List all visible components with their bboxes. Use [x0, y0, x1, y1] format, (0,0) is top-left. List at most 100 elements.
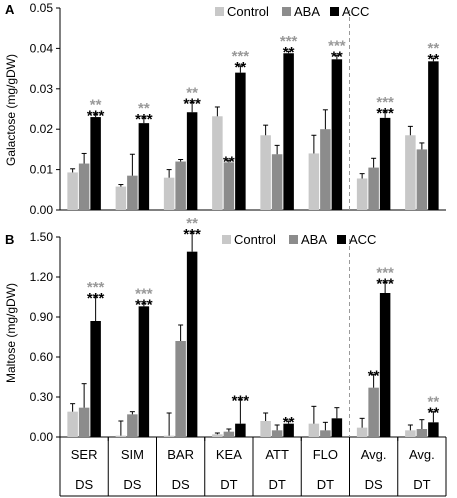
panel-b-significance-marker: ** [368, 367, 380, 384]
panel-b-bar-acc [379, 293, 391, 437]
panel-a-bar-aba [127, 175, 138, 210]
panel-a-significance-marker: *** [376, 105, 394, 122]
panel-b-y-tick-label: 0.00 [30, 430, 54, 444]
panel-b-significance-marker: *** [87, 290, 105, 307]
panel-b-bar-aba [78, 407, 90, 437]
panel-a: A Galactose (mg/gDW) Control ABA ACC 0.00 0… [4, 1, 446, 217]
panel-b-bar-acc [331, 418, 343, 437]
panel-b-y-tick-label: 0.60 [30, 350, 54, 364]
panel-a-significance-marker: *** [183, 96, 201, 113]
panel-b-bar-acc [428, 422, 439, 437]
x-group-label: DT [413, 477, 430, 492]
panel-b-significance-marker: *** [135, 286, 153, 303]
panel-b-bar-acc [186, 251, 198, 437]
panel-b-significance-marker: *** [232, 393, 250, 410]
panel-b-bar-control [260, 421, 271, 437]
panel-b-y-tick-label: 0.30 [30, 390, 54, 404]
panel-a-significance-marker: ** [428, 40, 440, 57]
panel-a-label: A [5, 2, 15, 17]
panel-a-significance-marker: ** [283, 44, 295, 61]
panel-a-bar-acc [235, 72, 246, 210]
panel-a-bar-aba [320, 129, 331, 210]
panel-a-legend-label-aba: ABA [294, 4, 320, 19]
panel-a-y-tick-label: 0.00 [30, 203, 54, 217]
panel-a-y-tick-label: 0.01 [30, 163, 54, 177]
panel-a-bar-acc [283, 53, 294, 210]
x-group-label: DS [75, 477, 93, 492]
panel-b-y-tick-label: 1.20 [30, 270, 54, 284]
panel-a-bar-acc [331, 59, 343, 210]
panel-b-bar-aba [416, 429, 428, 437]
panel-a-legend-swatch-acc [330, 7, 339, 16]
panel-b-bar-aba [271, 430, 283, 437]
x-group-label: DS [172, 477, 190, 492]
x-category-label: FLO [313, 447, 338, 462]
x-group-label: DT [317, 477, 334, 492]
panel-b: B Maltose (mg/gDW) Control ABA ACC 0.00 0.3… [4, 215, 447, 444]
panel-b-bar-aba [127, 414, 138, 437]
panel-a-bar-control [308, 153, 320, 210]
x-category-label: SIM [121, 447, 144, 462]
panel-b-bar-control [163, 435, 175, 437]
panel-a-significance-marker: *** [376, 94, 394, 111]
panel-a-bar-aba [271, 154, 283, 210]
panel-b-bar-control [356, 427, 368, 437]
panel-a-significance-marker: ** [186, 85, 198, 102]
panel-a-y-tick-label: 0.02 [30, 122, 54, 136]
panel-b-bar-control [405, 430, 416, 437]
panel-a-significance-marker: ** [138, 100, 150, 117]
panel-b-bar-control [212, 434, 223, 437]
panel-b-bar-aba [175, 341, 186, 437]
x-category-label: ATT [265, 447, 289, 462]
panel-a-legend-swatch-control [215, 7, 224, 16]
panel-b-legend-label-aba: ABA [301, 232, 327, 247]
panel-b-y-axis-label: Maltose (mg/gDW) [4, 283, 18, 383]
panel-a-bar-acc [428, 61, 439, 210]
panel-b-significance-marker: *** [183, 226, 201, 243]
panel-b-label: B [5, 232, 14, 247]
panel-b-plot: 0.000.300.600.901.201.50****** **********… [30, 215, 447, 444]
panel-a-bar-control [405, 135, 416, 210]
panel-b-legend-swatch-aba [289, 235, 298, 244]
panel-b-bar-aba [320, 430, 331, 437]
panel-a-bar-aba [368, 167, 379, 210]
panel-b-legend-swatch-acc [337, 235, 346, 244]
panel-a-significance-marker: *** [328, 37, 346, 54]
panel-b-legend-swatch-control [222, 235, 231, 244]
panel-a-significance-marker: ** [90, 96, 102, 113]
panel-b-bar-acc [90, 321, 101, 437]
x-category-label: Avg. [409, 447, 435, 462]
panel-a-bar-control [115, 186, 127, 210]
x-group-label: DT [220, 477, 237, 492]
panel-a-bar-control [260, 135, 271, 210]
panel-a-legend: Control ABA ACC [215, 4, 369, 19]
panel-a-significance-marker: *** [135, 111, 153, 128]
panel-a-significance-marker: ** [331, 48, 343, 65]
panel-a-legend-swatch-aba [282, 7, 291, 16]
panel-b-bar-aba [223, 431, 235, 437]
panel-a-y-tick-label: 0.03 [30, 82, 54, 96]
panel-b-legend-label-control: Control [234, 232, 276, 247]
x-category-label: SER [71, 447, 98, 462]
panel-a-legend-label-acc: ACC [342, 4, 369, 19]
x-group-label: DT [268, 477, 285, 492]
panel-a-bar-control [67, 172, 78, 210]
panel-b-bar-acc [138, 306, 150, 437]
panel-a-bar-acc [379, 117, 391, 210]
panel-b-significance-marker: ** [283, 414, 295, 431]
panel-a-significance-marker: *** [232, 48, 250, 65]
x-category-label: Avg. [361, 447, 387, 462]
panel-b-bar-aba [368, 387, 379, 437]
x-group-label: DS [123, 477, 141, 492]
panel-b-bar-control [115, 435, 127, 437]
panel-a-y-tick-label: 0.04 [30, 41, 54, 55]
panel-a-bar-aba [78, 163, 90, 210]
panel-b-significance-marker: *** [135, 297, 153, 314]
panel-a-bar-control [212, 116, 223, 210]
panel-a-bar-control [356, 178, 368, 210]
panel-b-significance-marker: *** [376, 275, 394, 292]
panel-b-bar-control [67, 411, 78, 437]
panel-b-y-tick-label: 0.90 [30, 310, 54, 324]
panel-b-significance-marker: *** [87, 279, 105, 296]
panel-b-significance-marker: ** [428, 405, 440, 422]
